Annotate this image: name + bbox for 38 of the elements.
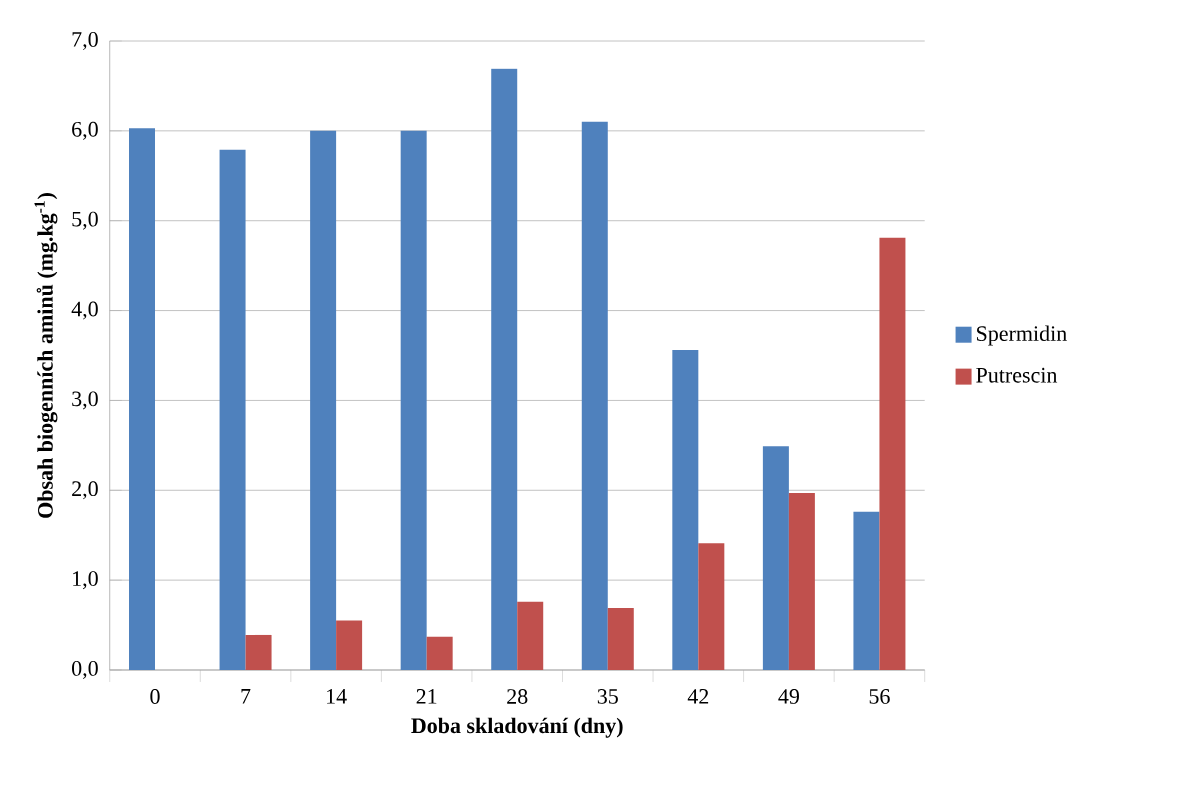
bar (310, 130, 337, 670)
y-tick-label: 6,0 (72, 121, 98, 140)
y-axis-title: Obsah biogenních aminů (mg.kg$^{-1}$) (34, 193, 58, 518)
legend-label: Spermidin (977, 325, 1067, 346)
bar (129, 128, 156, 670)
bar (853, 511, 880, 670)
x-tick-label: 14 (327, 689, 347, 704)
y-tick-label: 7,0 (72, 32, 98, 51)
x-tick-label: 35 (597, 689, 618, 704)
bar (400, 130, 427, 670)
y-tick-label: 2,0 (72, 481, 98, 500)
bar (426, 636, 453, 670)
x-tick-label: 28 (507, 689, 528, 704)
y-tick-label: 1,0 (73, 571, 98, 590)
x-tick-label: 0 (150, 689, 160, 704)
y-tick-label: 4,0 (71, 301, 98, 320)
x-axis-title: Doba skladování (dny) (411, 717, 623, 738)
bar (245, 634, 272, 670)
bar (491, 68, 518, 670)
bar (672, 350, 699, 670)
bar (336, 620, 363, 670)
bar (219, 149, 246, 670)
x-tick-label: 49 (778, 689, 799, 704)
y-tick-label: 3,0 (72, 391, 98, 410)
legend-label: Putrescin (976, 367, 1058, 383)
bar (517, 601, 544, 670)
y-tick-label: 0,0 (72, 660, 98, 679)
bar (607, 607, 634, 670)
bar (698, 543, 725, 670)
x-tick-label: 56 (869, 689, 890, 704)
bar (879, 237, 906, 670)
bar (581, 121, 608, 670)
bar (788, 492, 815, 670)
x-tick-label: 7 (241, 689, 251, 704)
x-tick-label: 42 (687, 689, 709, 704)
x-tick-label: 21 (416, 689, 437, 704)
bar (762, 446, 789, 670)
y-tick-label: 5,0 (72, 211, 98, 230)
